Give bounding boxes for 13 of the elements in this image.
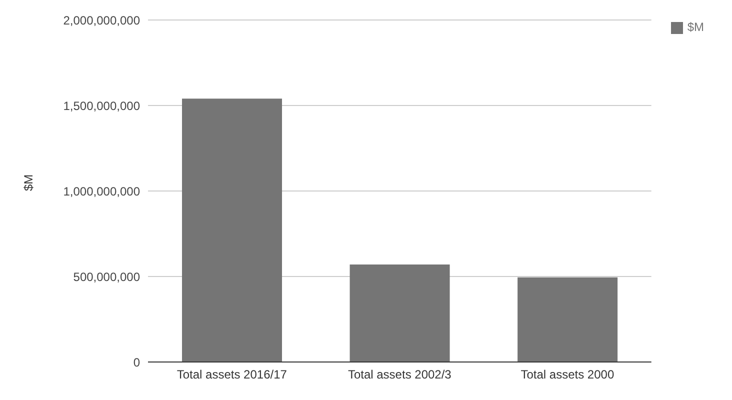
bar [182,98,282,362]
y-tick-label: 500,000,000 [73,270,140,284]
legend-label: $M [687,20,704,34]
x-tick-label: Total assets 2016/17 [176,368,288,382]
y-axis-title: $M [21,174,36,191]
y-tick-label: 2,000,000,000 [63,13,140,28]
x-tick-label: Total assets 2000 [520,368,614,382]
y-tick-label: 1,000,000,000 [63,184,140,198]
y-tick-label: 0 [133,355,140,370]
x-tick-label: Total assets 2002/3 [348,368,452,382]
bar [518,277,618,362]
y-tick-label: 1,500,000,000 [63,98,140,113]
bar [350,264,450,362]
